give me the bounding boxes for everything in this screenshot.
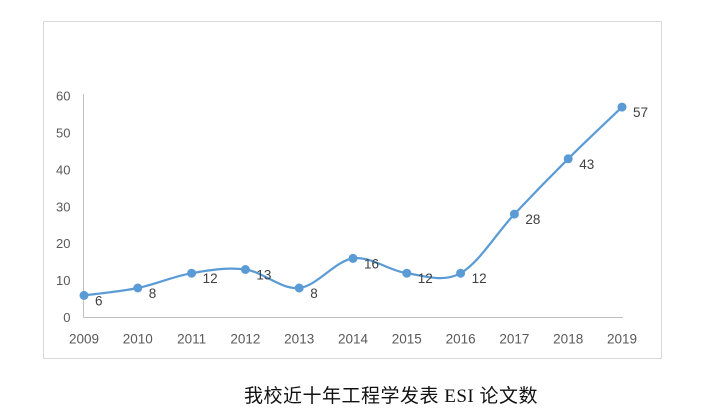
data-point-marker (402, 268, 412, 278)
data-point-marker (240, 265, 250, 274)
y-tick-label: 60 (56, 89, 70, 104)
data-point-marker (617, 102, 627, 112)
x-tick-label: 2018 (553, 332, 583, 347)
data-label: 12 (472, 271, 487, 286)
data-point-marker (294, 283, 304, 293)
data-point-marker (133, 283, 143, 293)
y-tick-label: 0 (63, 310, 70, 325)
data-point-marker (563, 154, 573, 164)
data-point-marker (79, 290, 89, 300)
x-tick-label: 2012 (230, 332, 260, 347)
x-tick-label: 2010 (123, 332, 153, 347)
data-label: 8 (310, 286, 318, 301)
data-point-marker (456, 268, 466, 278)
x-tick-label: 2011 (177, 332, 206, 347)
data-label: 57 (633, 105, 648, 120)
x-tick-label: 2016 (446, 332, 476, 347)
data-label: 16 (364, 256, 379, 271)
chart-svg: 0 10 20 30 40 50 60 2009 2010 2011 2012 2013 2014 201… (56, 89, 648, 347)
data-label: 13 (256, 268, 271, 283)
y-tick-label: 50 (56, 125, 70, 140)
y-tick-label: 10 (56, 273, 70, 288)
x-tick-label: 2015 (392, 332, 422, 347)
data-label: 12 (203, 271, 218, 286)
x-tick-label: 2013 (284, 332, 314, 347)
data-point-marker (348, 253, 358, 263)
series-line (82, 105, 624, 297)
y-tick-label: 30 (56, 199, 70, 214)
y-tick-label: 40 (56, 162, 70, 177)
data-label: 6 (95, 293, 103, 308)
y-tick-label: 20 (56, 236, 70, 251)
data-label: 8 (149, 286, 157, 301)
x-tick-label: 2014 (338, 332, 369, 347)
chart-plot-area: 0 10 20 30 40 50 60 2009 2010 2011 2012 2013 2014 201… (43, 21, 662, 359)
data-point-marker (187, 268, 197, 278)
data-label: 12 (418, 271, 433, 286)
data-label: 43 (579, 157, 594, 172)
chart-title: 我校近十年工程学发表 ESI 论文数 (243, 386, 539, 407)
data-label: 28 (525, 212, 540, 227)
data-point-marker (509, 209, 519, 219)
x-tick-label: 2017 (499, 332, 529, 347)
x-tick-label: 2019 (607, 332, 637, 347)
x-tick-label: 2009 (69, 332, 99, 347)
